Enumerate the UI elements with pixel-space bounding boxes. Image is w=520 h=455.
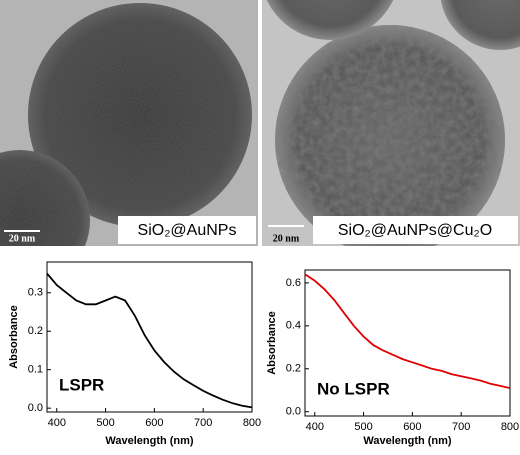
y-tick-label: 0.0 xyxy=(286,406,301,418)
x-tick-label: 400 xyxy=(48,417,66,429)
x-tick-label: 400 xyxy=(306,421,324,433)
y-tick-label: 0.0 xyxy=(28,402,43,414)
label-box xyxy=(313,216,518,244)
x-tick-label: 700 xyxy=(452,421,470,433)
x-tick-label: 500 xyxy=(96,417,114,429)
x-tick-label: 500 xyxy=(354,421,372,433)
annotation: LSPR xyxy=(59,375,104,394)
scale-label: 20 nm xyxy=(9,233,36,244)
x-axis-title: Wavelength (nm) xyxy=(363,435,452,447)
y-tick-label: 0.6 xyxy=(286,277,301,289)
y-tick-label: 0.2 xyxy=(28,325,43,337)
y-tick-label: 0.4 xyxy=(286,320,301,332)
plot-frame xyxy=(304,269,511,417)
data-line xyxy=(46,272,253,409)
y-tick-label: 0.3 xyxy=(28,287,43,299)
annotation: No LSPR xyxy=(317,379,390,398)
y-tick-label: 0.2 xyxy=(286,363,301,375)
tem-image-right xyxy=(262,0,520,246)
x-tick-label: 600 xyxy=(403,421,421,433)
data-line xyxy=(304,273,511,389)
tem-image-left xyxy=(0,0,258,246)
x-tick-label: 800 xyxy=(243,417,261,429)
panel-label: SiO₂@AuNPs@Cu₂O xyxy=(338,222,492,239)
x-tick-label: 600 xyxy=(145,417,163,429)
x-tick-label: 800 xyxy=(501,421,519,433)
label-box xyxy=(118,216,256,244)
x-axis-title: Wavelength (nm) xyxy=(105,435,194,447)
panel-label: SiO₂@AuNPs xyxy=(138,222,237,239)
scale-label: 20 nm xyxy=(273,233,300,244)
x-tick-label: 700 xyxy=(194,417,212,429)
plot-frame xyxy=(46,261,253,413)
y-axis-title: Absorbance xyxy=(266,311,278,375)
y-axis-title: Absorbance xyxy=(8,305,20,369)
y-tick-label: 0.1 xyxy=(28,364,43,376)
